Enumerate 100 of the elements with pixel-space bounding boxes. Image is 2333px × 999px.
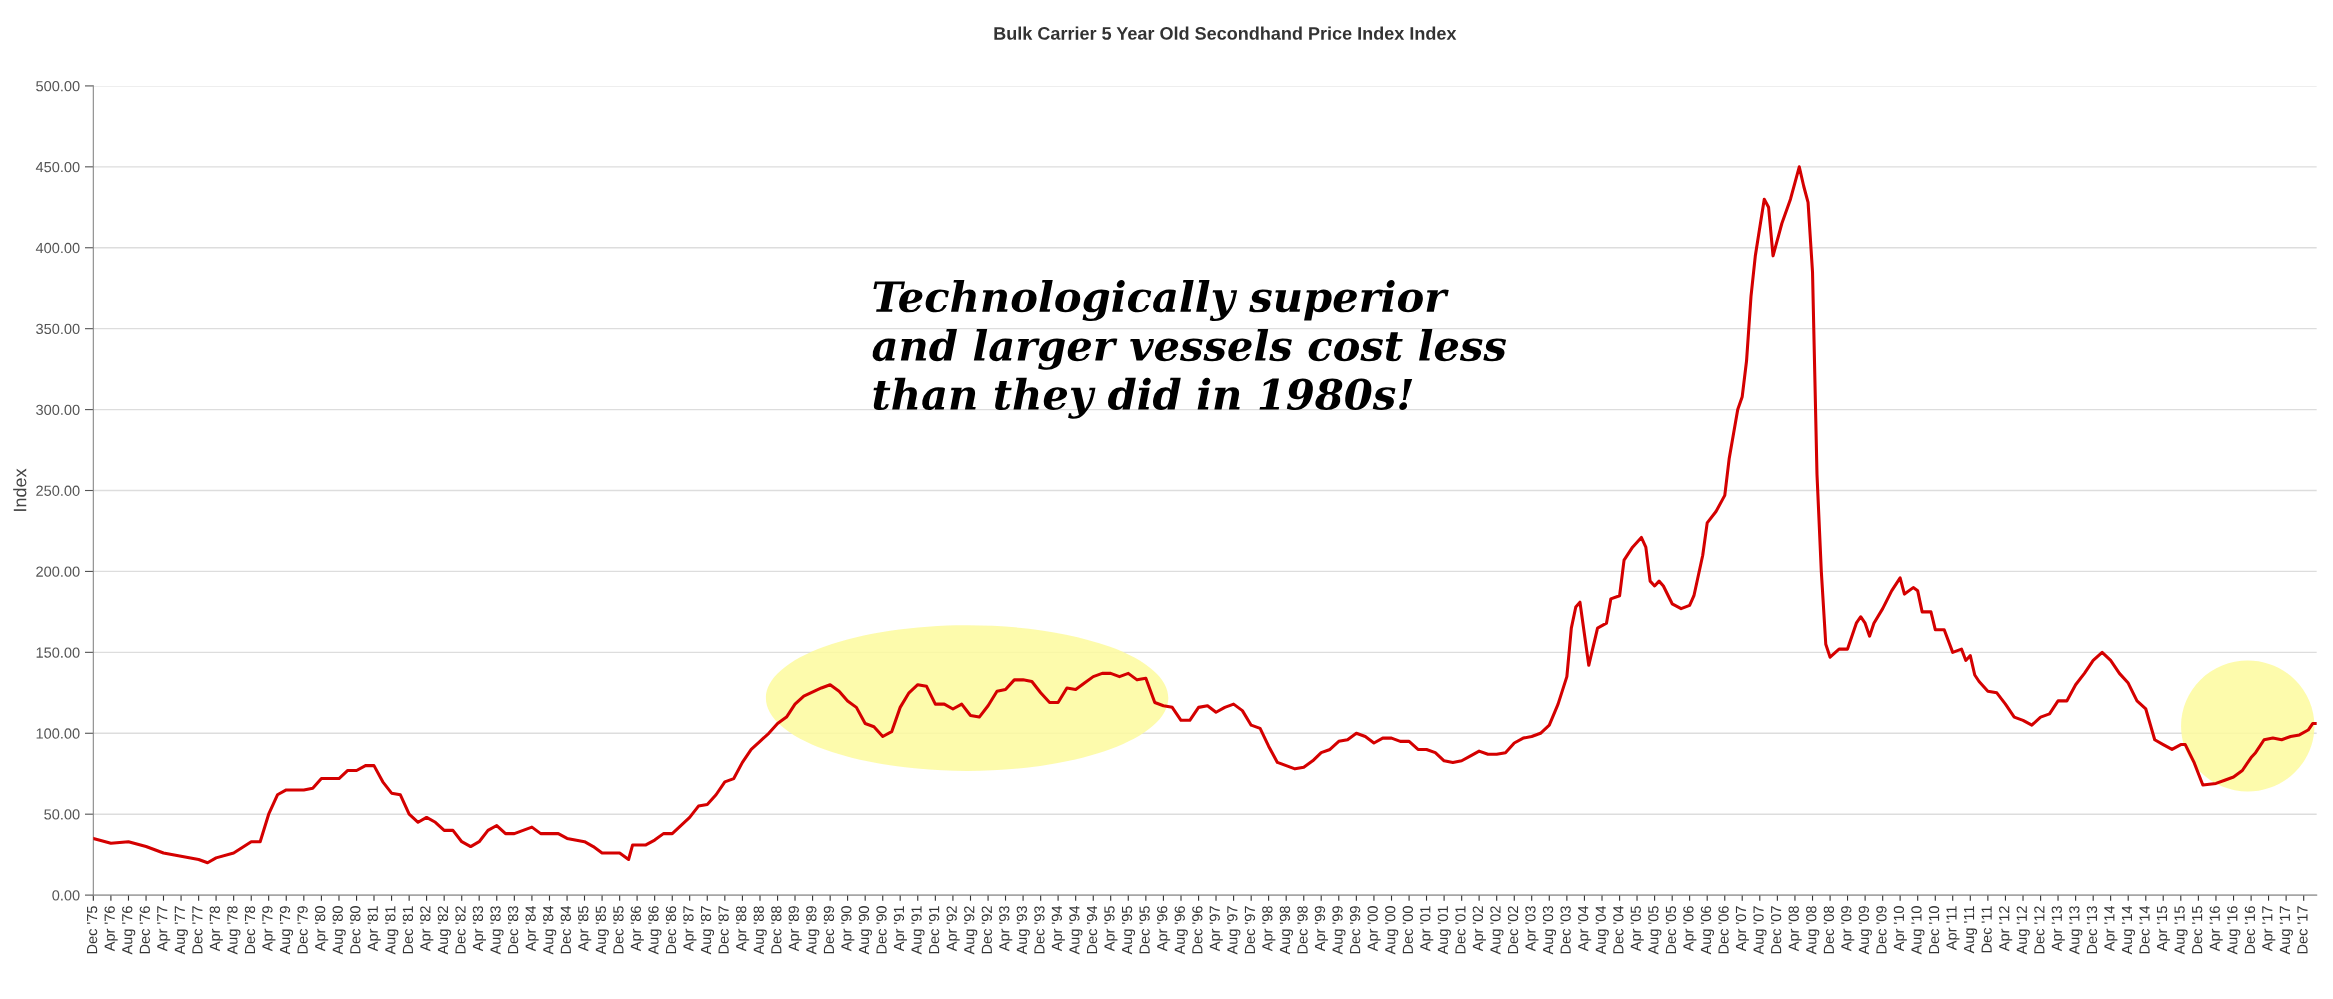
x-tick-label: Aug '15 — [2174, 906, 2188, 955]
y-tick-label: 200.00 — [36, 566, 80, 577]
x-tick-label: Apr '99 — [1314, 906, 1328, 952]
x-tick-label: Dec '09 — [1876, 906, 1887, 954]
x-tick-label: Apr '98 — [1262, 906, 1276, 952]
y-tick-label: 350.00 — [36, 323, 80, 335]
x-tick-label: Aug '06 — [1700, 906, 1714, 955]
x-tick-label: Aug '07 — [1753, 906, 1767, 955]
x-tick-label: Apr '93 — [999, 906, 1013, 952]
x-tick-label: Apr '85 — [578, 906, 592, 952]
x-tick-label: Dec '77 — [192, 906, 203, 954]
x-tick-label: Dec '14 — [2139, 905, 2150, 954]
x-tick-label: Apr '15 — [2156, 906, 2171, 952]
x-tick-label: Apr '86 — [630, 906, 644, 952]
x-tick-label: Apr '03 — [1525, 906, 1539, 952]
y-tick-label: 300.00 — [36, 404, 80, 416]
x-tick-label: Aug '90 — [858, 906, 872, 955]
x-tick-label: Aug '98 — [1279, 906, 1293, 955]
x-tick-label: Apr '10 — [1893, 906, 1907, 952]
chart-title: Bulk Carrier 5 Year Old Secondhand Price Index Index — [994, 26, 1457, 40]
x-tick-label: Aug '93 — [1016, 906, 1030, 955]
x-tick-label: Apr '97 — [1209, 906, 1223, 952]
x-tick-label: Aug '76 — [122, 906, 136, 955]
x-tick-label: Aug '10 — [1911, 906, 1925, 955]
x-tick-label: Apr '87 — [683, 906, 697, 952]
x-tick-label: Dec '07 — [1770, 906, 1782, 954]
x-tick-label: Aug '92 — [964, 906, 978, 955]
x-tick-label: Apr '80 — [314, 906, 329, 952]
x-tick-label: Aug '83 — [490, 906, 504, 955]
y-axis-title: Index — [13, 468, 27, 511]
x-tick-label: Apr '08 — [1788, 906, 1802, 952]
x-tick-label: Apr '11 — [1946, 906, 1960, 951]
x-tick-label: Apr '05 — [1630, 906, 1644, 952]
x-tick-label: Apr '01 — [1420, 906, 1434, 952]
x-tick-label: Apr '02 — [1472, 906, 1486, 952]
x-tick-label: Apr '84 — [525, 905, 539, 952]
x-tick-label: Dec '79 — [297, 906, 308, 954]
x-tick-label: Aug '79 — [279, 906, 294, 955]
x-tick-label: Apr '12 — [1999, 906, 2013, 952]
x-tick-label: Dec '80 — [350, 906, 361, 954]
x-tick-label: Dec '05 — [1665, 906, 1677, 954]
x-tick-label: Dec '97 — [1244, 906, 1256, 954]
x-tick-label: Aug '86 — [648, 906, 662, 955]
x-tick-label: Aug '09 — [1858, 906, 1872, 955]
x-tick-label: Apr '77 — [157, 906, 171, 952]
x-tick-label: Apr '79 — [262, 906, 276, 952]
x-tick-label: Apr '76 — [104, 906, 118, 952]
x-tick-label: Aug '88 — [753, 906, 767, 955]
x-tick-label: Dec '82 — [455, 906, 466, 954]
x-tick-label: Dec '95 — [1139, 906, 1150, 954]
x-tick-label: Aug '96 — [1174, 906, 1188, 955]
x-tick-label: Aug '12 — [2016, 906, 2030, 955]
x-tick-label: Aug '05 — [1648, 906, 1662, 955]
x-tick-label: Apr '94 — [1051, 905, 1065, 952]
x-tick-label: Dec '12 — [2034, 906, 2045, 954]
x-tick-label: Aug '82 — [437, 906, 451, 955]
x-tick-label: Aug '94 — [1069, 905, 1083, 955]
x-tick-label: Aug '91 — [911, 906, 925, 955]
x-tick-label: Dec '88 — [771, 906, 782, 954]
x-tick-label: Dec '75 — [87, 906, 98, 954]
x-tick-label: Aug '89 — [806, 906, 820, 955]
x-tick-label: Dec '01 — [1455, 906, 1466, 954]
x-tick-label: Aug '95 — [1121, 906, 1136, 955]
x-tick-label: Apr '89 — [788, 906, 802, 952]
x-tick-label: Apr '09 — [1841, 906, 1855, 952]
x-tick-label: Dec '16 — [2244, 906, 2256, 954]
x-tick-label: Aug '08 — [1806, 906, 1820, 955]
x-tick-label: Dec '10 — [1928, 906, 1940, 954]
x-tick-label: Aug '13 — [2069, 906, 2083, 955]
x-tick-label: Dec '94 — [1086, 905, 1098, 954]
x-tick-label: Dec '93 — [1034, 906, 1045, 954]
x-tick-label: Aug '99 — [1332, 906, 1346, 955]
x-tick-label: Dec '76 — [139, 906, 150, 954]
y-tick-label: 100.00 — [36, 728, 80, 739]
x-tick-label: Dec '89 — [823, 906, 835, 954]
x-tick-label: Dec '96 — [1192, 906, 1203, 954]
x-tick-label: Aug '00 — [1385, 906, 1399, 955]
y-tick-label: 250.00 — [36, 485, 80, 496]
x-tick-label: Aug '81 — [385, 906, 399, 955]
annotation: Technologically superior and larger vessels cost less than they did in 1980s! — [872, 280, 1507, 419]
x-tick-label: Aug '78 — [227, 906, 241, 955]
x-tick-label: Aug '87 — [700, 906, 715, 955]
y-tick-label: 400.00 — [35, 242, 80, 254]
x-tick-label: Dec '00 — [1402, 906, 1413, 954]
line-series — [93, 165, 2317, 865]
x-tick-label: Dec '08 — [1823, 906, 1835, 954]
x-tick-label: Dec '04 — [1613, 905, 1624, 954]
x-tick-label: Apr '92 — [946, 906, 960, 952]
x-tick-label: Aug '02 — [1490, 906, 1504, 955]
x-tick-label: Dec '78 — [244, 906, 256, 954]
x-tick-label: Dec '81 — [402, 906, 414, 954]
x-tick-label: Dec '13 — [2086, 906, 2098, 954]
x-tick-label: Apr '82 — [420, 906, 434, 952]
x-tick-label: Aug '14 — [2121, 905, 2136, 955]
x-tick-label: Apr '96 — [1157, 906, 1171, 952]
x-tick-label: Dec '98 — [1297, 906, 1308, 954]
x-tick-label: Aug '77 — [174, 906, 188, 955]
x-tick-label: Dec '15 — [2192, 906, 2203, 954]
x-tick-label: Apr '00 — [1367, 906, 1381, 952]
x-tick-label: Dec '83 — [507, 906, 519, 954]
